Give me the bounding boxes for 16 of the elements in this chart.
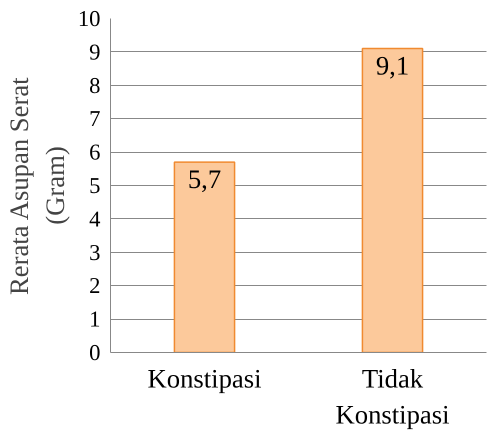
data-label: 9,1	[376, 50, 410, 81]
y-tick-label: 5	[89, 173, 100, 198]
y-tick-label: 9	[89, 39, 100, 64]
y-tick-label: 10	[78, 6, 100, 31]
x-tick-label: Tidak Konstipasi	[335, 364, 450, 430]
y-tick-label: 7	[89, 106, 100, 132]
y-tick-label: 0	[89, 340, 100, 365]
data-label: 5,7	[188, 164, 222, 194]
y-tick-label: 3	[89, 240, 100, 265]
y-tick-label: 2	[89, 273, 100, 298]
y-axis-title: Rerata Asupan Serat (Gram)	[4, 76, 70, 296]
y-tick-label: 8	[89, 72, 100, 98]
y-tick-label: 4	[89, 206, 100, 232]
y-tick-label: 6	[89, 140, 100, 165]
x-tick-label: Konstipasi	[147, 364, 262, 394]
y-tick-label: 1	[89, 306, 100, 332]
